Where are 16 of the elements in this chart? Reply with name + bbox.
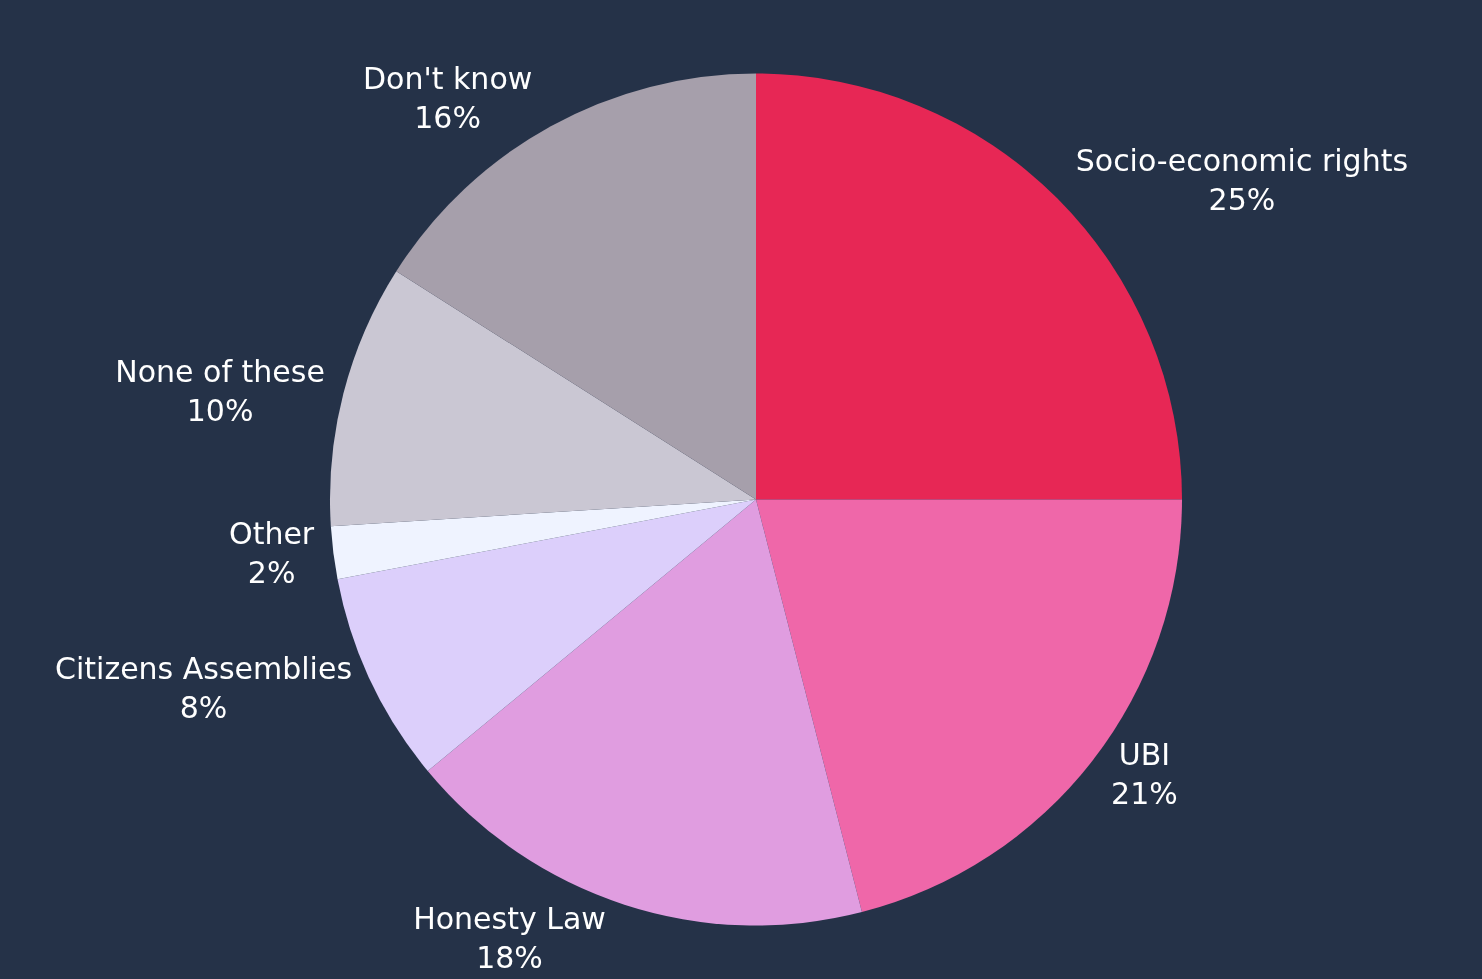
data-label: 25% <box>1208 181 1276 217</box>
data-label: 10% <box>186 393 254 429</box>
data-label: 18% <box>476 940 543 976</box>
slice-label: Socio-economic rights <box>1075 142 1409 178</box>
data-label: 8% <box>179 689 228 725</box>
slice-label: Don't know <box>362 60 533 96</box>
data-label: 16% <box>414 99 481 135</box>
data-label: 2% <box>247 555 296 591</box>
pie-slice <box>756 499 1182 913</box>
slice-label: Citizens Assemblies <box>55 650 353 686</box>
slice-label: Other <box>229 516 315 552</box>
data-label: 21% <box>1111 776 1178 812</box>
slice-label: None of these <box>115 354 325 390</box>
slice-label: UBI <box>1118 737 1171 773</box>
pie-slice <box>330 271 756 527</box>
slice-label: Honesty Law <box>413 901 606 937</box>
